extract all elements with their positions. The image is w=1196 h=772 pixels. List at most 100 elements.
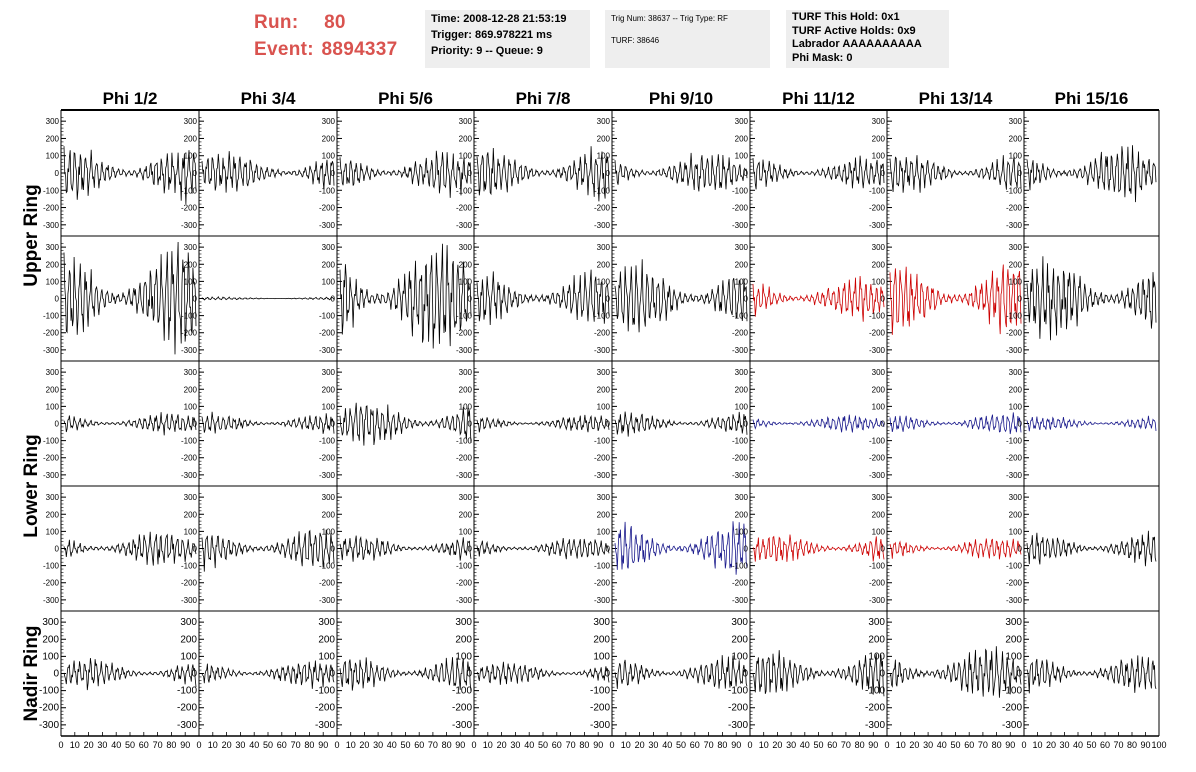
waveform-trace <box>752 414 885 433</box>
x-tick-label: 10 <box>759 740 769 750</box>
y-tick-label: 200 <box>735 385 749 394</box>
y-tick-label: 200 <box>597 385 611 394</box>
info-line: Priority: 9 -- Queue: 9 <box>431 45 543 57</box>
y-tick-label: -100 <box>319 186 336 195</box>
y-tick-label: 200 <box>459 260 473 269</box>
y-tick-label: -200 <box>452 703 472 714</box>
column-header: Phi 13/14 <box>919 89 993 108</box>
x-tick-label: 50 <box>1086 740 1096 750</box>
y-tick-label: 200 <box>46 260 60 269</box>
y-tick-label: 300 <box>46 117 60 126</box>
y-tick-label: -100 <box>728 686 748 697</box>
waveform-trace <box>476 538 610 560</box>
y-tick-label: 0 <box>1018 169 1023 178</box>
y-tick-label: 0 <box>881 420 886 429</box>
x-tick-label: 50 <box>676 740 686 750</box>
y-tick-label: 0 <box>55 545 60 554</box>
y-tick-label: 200 <box>184 134 198 143</box>
event-label: Event: <box>254 39 314 60</box>
y-tick-label: 0 <box>604 669 610 680</box>
y-tick-label: -300 <box>319 596 336 605</box>
y-tick-label: 300 <box>455 617 472 628</box>
y-tick-label: -300 <box>869 221 886 230</box>
y-tick-label: 0 <box>331 420 336 429</box>
waveform-trace <box>476 661 610 685</box>
x-tick-label: 20 <box>772 740 782 750</box>
x-tick-label: 70 <box>153 740 163 750</box>
x-tick-label: 20 <box>1046 740 1056 750</box>
y-tick-label: 300 <box>593 617 610 628</box>
y-tick-label: 300 <box>180 617 197 628</box>
y-tick-label: -200 <box>181 454 198 463</box>
x-tick-label: 0 <box>58 740 63 750</box>
y-tick-label: 300 <box>46 243 60 252</box>
x-tick-label: 10 <box>346 740 356 750</box>
x-tick-label: 70 <box>978 740 988 750</box>
y-tick-label: -100 <box>1006 437 1023 446</box>
y-tick-label: 0 <box>606 420 611 429</box>
y-tick-label: 100 <box>597 152 611 161</box>
y-tick-label: 0 <box>606 545 611 554</box>
x-tick-label: 20 <box>359 740 369 750</box>
y-tick-label: -100 <box>43 312 60 321</box>
column-header: Phi 3/4 <box>241 89 296 108</box>
column-header: Phi 7/8 <box>516 89 571 108</box>
y-tick-label: -100 <box>319 437 336 446</box>
x-tick-label: 0 <box>884 740 889 750</box>
y-tick-label: 100 <box>318 651 335 662</box>
y-tick-label: 300 <box>322 368 336 377</box>
x-tick-label: 0 <box>1021 740 1026 750</box>
x-tick-label: 90 <box>593 740 603 750</box>
waveform-trace <box>1026 256 1157 341</box>
y-tick-label: -300 <box>456 596 473 605</box>
y-tick-label: -200 <box>181 579 198 588</box>
y-tick-label: -100 <box>177 686 197 697</box>
y-tick-label: 100 <box>184 527 198 536</box>
y-tick-label: -100 <box>43 562 60 571</box>
y-tick-label: -200 <box>869 329 886 338</box>
y-tick-label: 100 <box>322 402 336 411</box>
y-tick-label: 200 <box>322 385 336 394</box>
y-tick-label: 200 <box>597 260 611 269</box>
x-tick-label: 90 <box>455 740 465 750</box>
x-tick-label: 40 <box>1073 740 1083 750</box>
trigger-info-box: Time: 2008-12-28 21:53:19 Trigger: 869.9… <box>425 10 590 68</box>
column-header: Phi 9/10 <box>649 89 713 108</box>
waveform-trace <box>1026 655 1157 694</box>
y-tick-label: -300 <box>869 596 886 605</box>
x-tick-label: 40 <box>662 740 672 750</box>
y-tick-label: -100 <box>594 437 611 446</box>
y-tick-label: -100 <box>869 186 886 195</box>
turf-num-box: Trig Num: 38637 -- Trig Type: RF TURF: 3… <box>605 10 770 68</box>
y-tick-label: 300 <box>459 368 473 377</box>
y-tick-label: 300 <box>46 493 60 502</box>
y-tick-label: -200 <box>43 204 60 213</box>
y-tick-label: 300 <box>42 617 59 628</box>
x-tick-label: 90 <box>318 740 328 750</box>
y-tick-label: -300 <box>456 471 473 480</box>
y-tick-label: 100 <box>1005 651 1022 662</box>
y-tick-label: -200 <box>1006 579 1023 588</box>
y-tick-label: -200 <box>869 204 886 213</box>
y-tick-label: -100 <box>732 562 749 571</box>
y-tick-label: -200 <box>319 204 336 213</box>
y-tick-label: 300 <box>731 617 748 628</box>
y-tick-label: -300 <box>1006 221 1023 230</box>
x-tick-label: 30 <box>97 740 107 750</box>
y-tick-label: -200 <box>39 703 59 714</box>
y-tick-label: -200 <box>594 579 611 588</box>
y-tick-label: 300 <box>1009 243 1023 252</box>
waveform-trace <box>889 155 1022 193</box>
y-tick-label: 300 <box>184 368 198 377</box>
x-tick-label: 50 <box>950 740 960 750</box>
y-tick-label: -200 <box>1006 329 1023 338</box>
y-tick-label: -200 <box>594 329 611 338</box>
y-tick-label: -100 <box>869 562 886 571</box>
waveform-trace <box>63 531 197 566</box>
y-tick-label: 100 <box>1009 277 1023 286</box>
y-tick-label: 300 <box>872 368 886 377</box>
y-tick-label: -300 <box>456 346 473 355</box>
y-tick-label: 200 <box>735 510 749 519</box>
y-tick-label: 100 <box>1009 152 1023 161</box>
waveform-trace <box>1026 530 1157 567</box>
